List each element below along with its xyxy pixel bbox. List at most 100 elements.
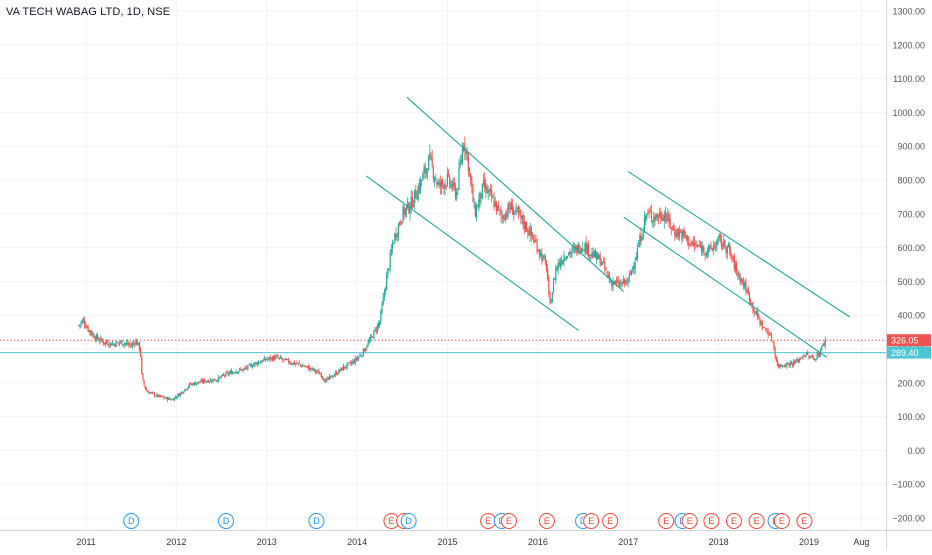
candle-body: [465, 149, 467, 154]
candle-body: [155, 395, 157, 397]
candle-body: [625, 280, 627, 284]
candle-body: [365, 349, 367, 351]
candle-body: [179, 393, 181, 397]
trend-line[interactable]: [623, 216, 828, 358]
candle-body: [484, 179, 486, 189]
candle-body: [171, 399, 173, 401]
candle-body: [543, 257, 545, 258]
candle-body: [116, 342, 118, 344]
earnings-marker[interactable]: [681, 513, 698, 529]
earnings-marker[interactable]: [500, 513, 517, 529]
candle-body: [376, 325, 378, 333]
candle-body: [270, 357, 272, 359]
candle-body: [150, 392, 152, 394]
candle-body: [661, 216, 663, 220]
candle-body: [513, 212, 515, 215]
earnings-marker[interactable]: [703, 513, 720, 529]
earnings-marker[interactable]: [538, 513, 555, 529]
candle-body: [367, 342, 369, 347]
event-marker-label: E: [607, 516, 613, 526]
candle-body: [338, 369, 340, 374]
candle-body: [410, 197, 412, 209]
candle-body: [534, 239, 536, 241]
candle-body: [556, 267, 558, 269]
dividend-marker[interactable]: [308, 513, 325, 529]
candle-body: [282, 359, 284, 361]
candle-body: [773, 342, 775, 349]
candle-body: [111, 343, 114, 345]
candle-body: [695, 245, 697, 247]
candle-body: [657, 217, 660, 219]
trend-line[interactable]: [627, 171, 850, 318]
candle-body: [605, 268, 607, 270]
candle-body: [768, 334, 770, 336]
candle-body: [706, 251, 709, 253]
candle-body: [787, 363, 789, 365]
candle-body: [443, 184, 445, 189]
candle-body: [801, 357, 803, 359]
candle-body: [792, 363, 794, 366]
earnings-marker[interactable]: [773, 513, 790, 529]
candle-body: [345, 367, 347, 369]
candle-body: [559, 262, 562, 266]
candle-body: [460, 159, 462, 163]
y-tick-label: 500.00: [897, 277, 925, 287]
earnings-marker[interactable]: [725, 513, 742, 529]
candle-body: [634, 261, 636, 269]
candle-body: [261, 361, 263, 363]
candle-body: [216, 380, 219, 382]
candle-body: [745, 281, 747, 293]
earnings-marker[interactable]: [602, 513, 619, 529]
candle-body: [712, 246, 714, 252]
candle-body: [408, 202, 410, 213]
candle-body: [607, 275, 609, 277]
candle-body: [152, 392, 155, 394]
candle-body: [117, 342, 120, 344]
candle-body: [627, 278, 629, 282]
candle-body: [134, 343, 136, 345]
candle-body: [646, 213, 648, 219]
candle-body: [691, 241, 693, 244]
candle-body: [101, 338, 103, 341]
candle-body: [401, 221, 403, 225]
candle-body: [641, 237, 643, 241]
candle-body: [187, 386, 190, 388]
trend-line[interactable]: [365, 175, 579, 331]
candle-body: [388, 268, 390, 270]
candle-body: [424, 165, 426, 174]
event-marker-label: E: [506, 516, 512, 526]
candle-body: [592, 253, 594, 258]
candle-body: [390, 249, 392, 253]
candle-body: [360, 355, 362, 357]
candle-body: [624, 278, 626, 284]
candle-body: [416, 197, 418, 200]
candle-body: [684, 231, 686, 237]
candle-body: [361, 355, 363, 357]
dividend-marker[interactable]: [218, 513, 235, 529]
candle-body: [804, 355, 807, 358]
candle-body: [603, 260, 605, 262]
candle-body: [382, 297, 384, 305]
dividend-marker[interactable]: [400, 513, 417, 529]
earnings-marker[interactable]: [658, 513, 675, 529]
candle-body: [676, 229, 678, 238]
candle-body: [586, 243, 588, 254]
candle-body: [765, 328, 767, 331]
candle-body: [312, 368, 314, 371]
candle-body: [557, 262, 559, 270]
trend-line[interactable]: [406, 96, 625, 292]
earnings-marker[interactable]: [583, 513, 600, 529]
dividend-marker[interactable]: [123, 513, 140, 529]
candle-body: [492, 196, 494, 198]
candle-body: [264, 358, 266, 361]
candle-body: [137, 342, 139, 345]
candle-body: [99, 340, 101, 342]
candle-body: [403, 207, 405, 216]
earnings-marker[interactable]: [748, 513, 765, 529]
candle-body: [125, 342, 128, 344]
candle-body: [570, 252, 572, 255]
earnings-marker[interactable]: [796, 513, 813, 529]
candle-body: [323, 378, 325, 381]
